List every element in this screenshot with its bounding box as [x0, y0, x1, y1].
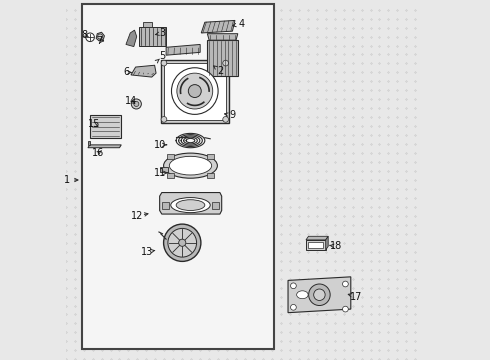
Polygon shape [306, 236, 328, 240]
Circle shape [161, 117, 167, 122]
Circle shape [134, 102, 139, 107]
Polygon shape [207, 34, 238, 40]
Text: 7: 7 [96, 36, 102, 46]
Bar [308, 242, 323, 248]
Circle shape [314, 289, 325, 301]
Text: 11: 11 [153, 168, 166, 178]
Text: 15: 15 [88, 120, 100, 129]
Text: 1: 1 [64, 175, 71, 185]
Text: 14: 14 [125, 96, 137, 106]
Bar [139, 27, 166, 46]
Circle shape [161, 60, 167, 66]
Bar [207, 40, 238, 76]
Ellipse shape [170, 156, 212, 175]
Polygon shape [131, 65, 156, 77]
Circle shape [223, 117, 228, 122]
Bar [162, 202, 169, 209]
Polygon shape [160, 193, 221, 214]
Polygon shape [326, 236, 328, 250]
Circle shape [343, 306, 348, 312]
Text: 17: 17 [350, 292, 363, 302]
Text: 12: 12 [131, 211, 144, 221]
Text: 6: 6 [123, 67, 129, 77]
Polygon shape [306, 240, 326, 250]
Bar [143, 22, 152, 27]
Polygon shape [166, 44, 200, 55]
Ellipse shape [176, 200, 205, 211]
Bar [167, 173, 174, 178]
Text: 10: 10 [153, 140, 166, 150]
Bar [164, 63, 226, 120]
Bar [161, 60, 229, 123]
Circle shape [223, 60, 228, 66]
Text: 2: 2 [217, 66, 223, 76]
Text: 3: 3 [159, 28, 166, 38]
Polygon shape [288, 277, 351, 313]
Circle shape [343, 281, 348, 287]
Polygon shape [88, 145, 122, 148]
Polygon shape [88, 140, 90, 145]
Circle shape [168, 228, 196, 257]
Circle shape [177, 73, 213, 109]
Bar [90, 116, 121, 138]
Text: 13: 13 [141, 247, 153, 257]
Text: 8: 8 [81, 30, 87, 40]
Polygon shape [126, 30, 137, 46]
Bar [160, 167, 168, 172]
Circle shape [98, 34, 102, 39]
Text: 5: 5 [159, 51, 166, 61]
Polygon shape [96, 32, 104, 41]
Text: 18: 18 [330, 241, 343, 251]
Circle shape [131, 99, 141, 109]
Circle shape [291, 283, 296, 289]
Text: 16: 16 [92, 148, 104, 158]
Circle shape [309, 284, 330, 306]
Bar [82, 4, 274, 348]
Polygon shape [201, 21, 235, 33]
Ellipse shape [296, 291, 308, 299]
Text: 9: 9 [229, 111, 236, 121]
Bar [207, 153, 214, 158]
Bar [212, 202, 219, 209]
Circle shape [164, 224, 201, 261]
Circle shape [291, 305, 296, 310]
Circle shape [179, 239, 186, 246]
Circle shape [188, 85, 201, 98]
Bar [207, 173, 214, 178]
Ellipse shape [171, 198, 210, 213]
Circle shape [172, 68, 218, 114]
Bar [167, 153, 174, 158]
Circle shape [86, 33, 95, 41]
Text: 4: 4 [238, 19, 245, 29]
Ellipse shape [164, 153, 218, 178]
